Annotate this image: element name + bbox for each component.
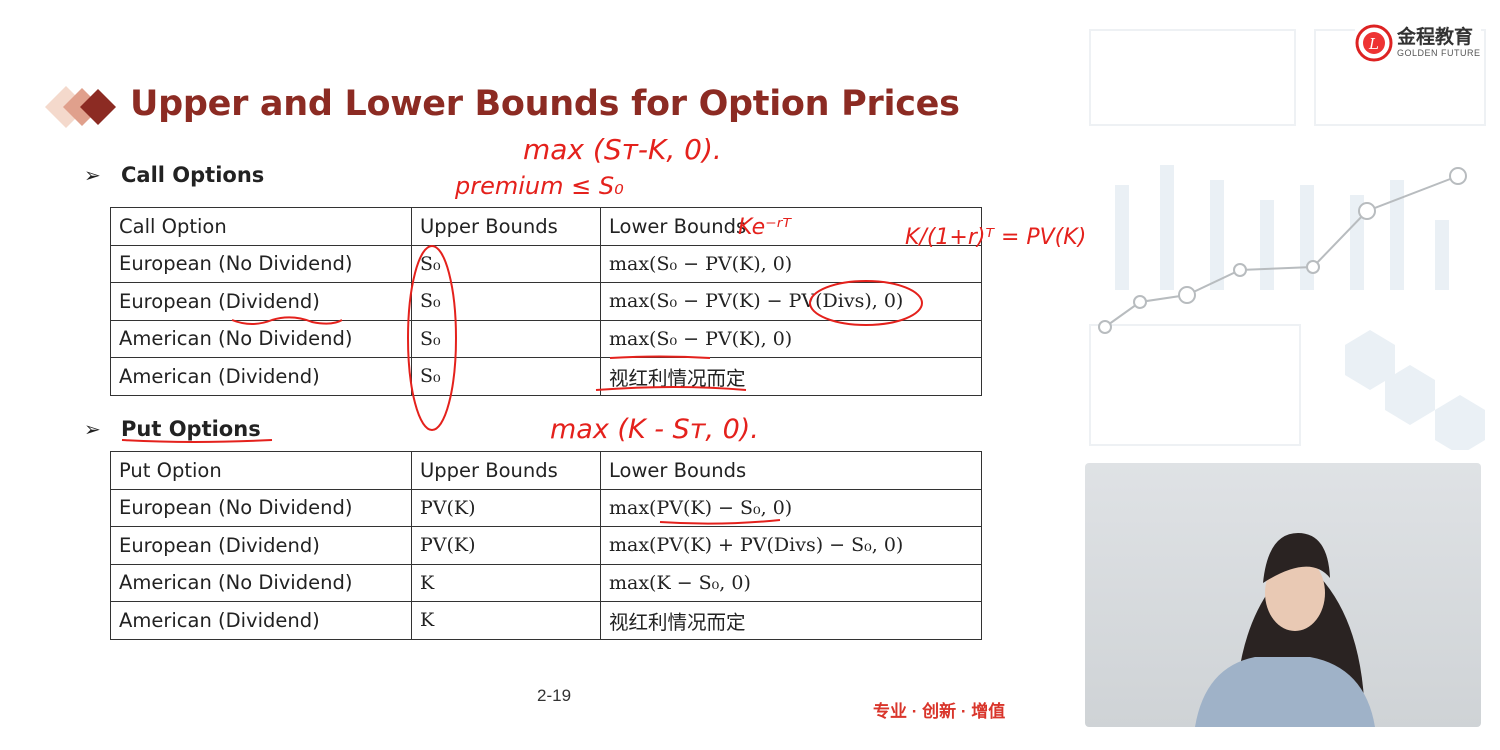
annotation-underline	[609, 355, 711, 359]
annotation-underline	[659, 519, 781, 525]
slogan: 专业 · 创新 · 增值	[873, 702, 1006, 721]
upper-cell: S₀	[411, 357, 601, 396]
header-cell: Lower Bounds	[600, 207, 982, 246]
logo-name-en: GOLDEN FUTURE	[1397, 48, 1481, 58]
annotation-ke-rt: Ke⁻ʳᵀ	[738, 215, 791, 240]
header-cell: Upper Bounds	[411, 451, 601, 490]
annotation-circle-divs	[809, 280, 923, 326]
type-cell: European (Dividend)	[110, 526, 412, 565]
type-cell: European (No Dividend)	[110, 488, 412, 527]
table-row: European (Dividend) S₀ max(S₀ − PV(K) − PV…	[110, 282, 982, 321]
put-options-table: Put Option Upper Bounds Lower Bounds Eur…	[110, 451, 982, 640]
annotation-marks	[121, 245, 923, 525]
bullet-arrow-icon: ➢	[84, 419, 101, 441]
lower-cell: max(K − S₀, 0)	[600, 563, 982, 602]
annotation-call-payoff: max (Sᴛ-K, 0).	[523, 133, 722, 166]
annotation-premium: premium ≤ S₀	[455, 172, 624, 200]
lower-cell: max(PV(K) − S₀, 0)	[600, 488, 982, 527]
annotation-pv-k: K/(1+r)ᵀ = PV(K)	[905, 225, 1087, 250]
table-row: European (No Dividend) PV(K) max(PV(K) − S…	[110, 488, 982, 527]
page-title: Upper and Lower Bounds for Option Prices	[130, 84, 960, 124]
upper-cell: PV(K)	[411, 526, 601, 565]
golden-future-seal-icon: L	[1355, 24, 1393, 62]
table-row: American (Dividend) K 视红利情况而定	[110, 601, 982, 640]
annotation-underline	[231, 316, 343, 325]
upper-cell: K	[411, 601, 601, 640]
title-diamonds-icon	[45, 86, 116, 128]
presenter-video	[1085, 463, 1481, 727]
table-row: American (Dividend) S₀ 视红利情况而定	[110, 357, 982, 396]
logo-name-cn: 金程教育	[1397, 27, 1474, 48]
presenter-video-icon	[1195, 533, 1375, 727]
annotation-underline	[121, 439, 273, 443]
annotation-underline	[595, 386, 747, 391]
type-cell: American (Dividend)	[110, 357, 412, 396]
header-cell: Lower Bounds	[600, 451, 982, 490]
lower-cell: max(S₀ − PV(K), 0)	[600, 319, 982, 358]
decorative-background-graphic	[1089, 29, 1486, 450]
upper-cell: S₀	[411, 244, 601, 283]
annotation-put-payoff: max (K - Sᴛ, 0).	[550, 414, 759, 445]
upper-cell: S₀	[411, 282, 601, 321]
type-cell: American (No Dividend)	[110, 319, 412, 358]
page-number: 2-19	[537, 686, 572, 705]
table-row: European (No Dividend) S₀ max(S₀ − PV(K), …	[110, 244, 982, 283]
lower-cell: 视红利情况而定	[600, 357, 982, 396]
lower-cell: max(S₀ − PV(K), 0)	[600, 244, 982, 283]
bullet-arrow-icon: ➢	[84, 165, 101, 187]
upper-cell: K	[411, 563, 601, 602]
golden-future-logo: L 金程教育 GOLDEN FUTURE	[1355, 24, 1481, 62]
put-options-heading: Put Options	[121, 417, 261, 441]
annotation-ellipse	[407, 245, 457, 431]
call-options-table: Call Option Upper Bounds Lower Bounds Eu…	[110, 207, 982, 396]
type-cell: American (Dividend)	[110, 601, 412, 640]
svg-text:L: L	[1368, 35, 1379, 53]
table-row: European (Dividend) PV(K) max(PV(K) + PV(D…	[110, 526, 982, 565]
lower-cell: 视红利情况而定	[600, 601, 982, 640]
type-cell: American (No Dividend)	[110, 563, 412, 602]
call-options-heading: Call Options	[121, 163, 265, 187]
lower-cell: max(PV(K) + PV(Divs) − S₀, 0)	[600, 526, 982, 565]
table-row: American (No Dividend) S₀ max(S₀ − PV(K), …	[110, 319, 982, 358]
type-cell: European (No Dividend)	[110, 244, 412, 283]
upper-cell: PV(K)	[411, 488, 601, 527]
